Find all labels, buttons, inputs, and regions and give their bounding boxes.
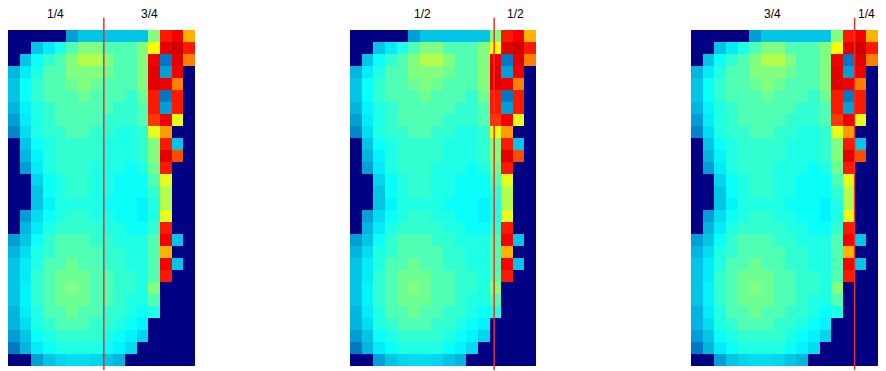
svg-text:1/2: 1/2 xyxy=(414,7,431,21)
svg-text:1/4: 1/4 xyxy=(858,7,875,21)
svg-text:1/2: 1/2 xyxy=(507,7,524,21)
svg-text:3/4: 3/4 xyxy=(764,7,781,21)
svg-text:3/4: 3/4 xyxy=(141,7,158,21)
svg-text:1/4: 1/4 xyxy=(47,7,64,21)
